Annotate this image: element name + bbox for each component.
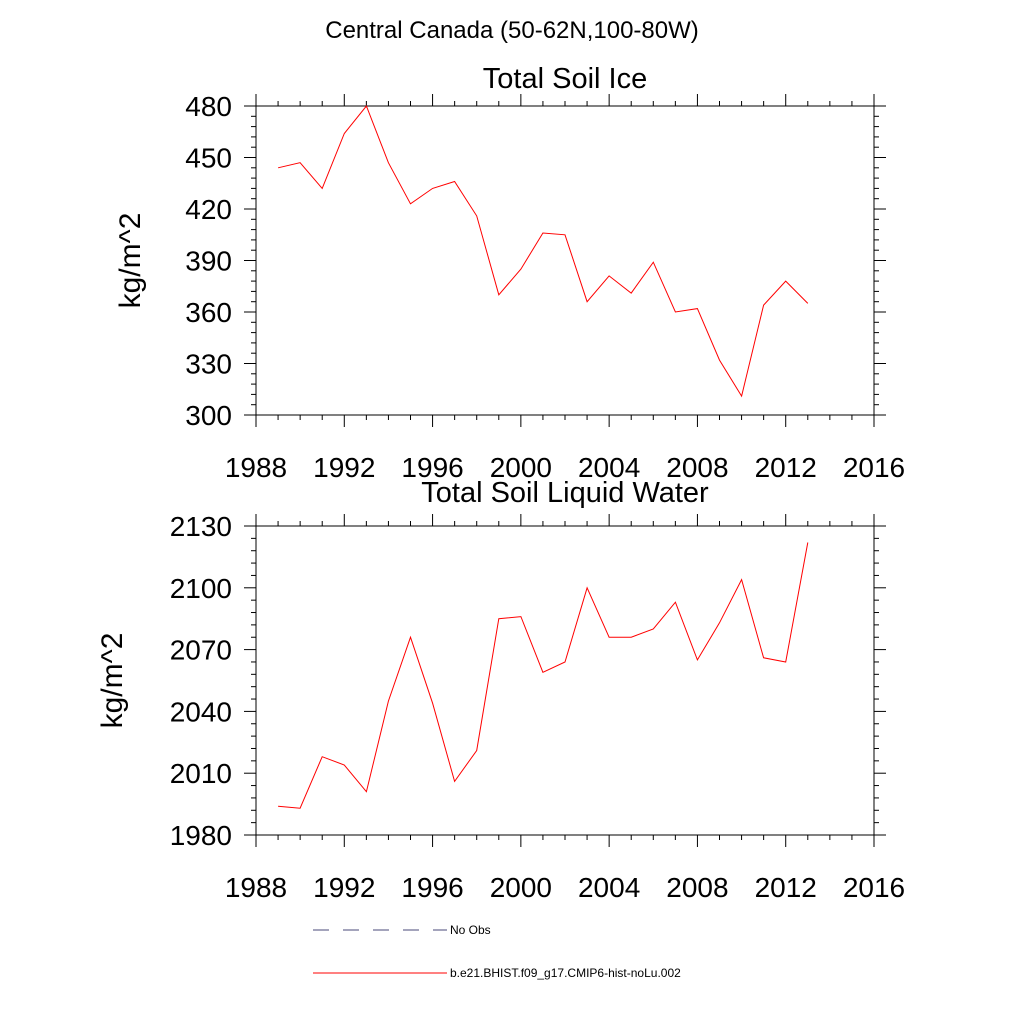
- x-tick-label: 2016: [843, 872, 905, 903]
- plot-frame: [255, 105, 875, 416]
- x-tick-label: 1988: [225, 872, 287, 903]
- x-tick-label: 2012: [755, 872, 817, 903]
- y-tick-label: 330: [185, 349, 232, 380]
- series-line-1: [278, 542, 809, 809]
- x-tick-label: 2000: [490, 872, 552, 903]
- x-tick-label: 2008: [666, 872, 728, 903]
- chart-title: Total Soil Ice: [483, 63, 647, 95]
- legend-item: b.e21.BHIST.f09_g17.CMIP6-hist-noLu.002: [313, 966, 681, 980]
- y-tick-label: 300: [185, 400, 232, 431]
- x-tick-label: 1988: [225, 452, 287, 483]
- plot-frame: [255, 525, 875, 836]
- y-tick-label: 390: [185, 246, 232, 277]
- x-tick-label: 1992: [313, 872, 375, 903]
- y-axis-label: kg/m^2: [114, 213, 147, 309]
- y-tick-label: 2100: [170, 573, 232, 604]
- y-tick-label: 450: [185, 143, 232, 174]
- chart-title: Total Soil Liquid Water: [421, 477, 709, 509]
- legend-item: No Obs: [313, 923, 491, 937]
- y-tick-label: 420: [185, 194, 232, 225]
- y-tick-label: 1980: [170, 820, 232, 851]
- legend: No Obs b.e21.BHIST.f09_g17.CMIP6-hist-noL…: [313, 923, 681, 980]
- y-axis-label: kg/m^2: [96, 633, 129, 729]
- y-tick-label: 360: [185, 297, 232, 328]
- y-tick-label: 2040: [170, 696, 232, 727]
- y-tick-label: 480: [185, 91, 232, 122]
- x-tick-label: 1996: [401, 872, 463, 903]
- x-tick-label: 2012: [755, 452, 817, 483]
- x-tick-label: 2016: [843, 452, 905, 483]
- x-tick-label: 2004: [578, 452, 640, 483]
- legend-label: No Obs: [450, 923, 491, 937]
- x-tick-label: 2000: [490, 452, 552, 483]
- figure-title: Central Canada (50-62N,100-80W): [325, 17, 699, 44]
- y-tick-label: 2130: [170, 511, 232, 542]
- chart-panel-1: Total Soil Ice kg/m^2 1988 1992 1996 2000 2004…: [114, 63, 905, 483]
- x-tick-label: 2008: [666, 452, 728, 483]
- x-tick-label: 2004: [578, 872, 640, 903]
- y-tick-label: 2010: [170, 758, 232, 789]
- legend-label: b.e21.BHIST.f09_g17.CMIP6-hist-noLu.002: [450, 966, 681, 980]
- series-line-1: [277, 105, 809, 398]
- y-tick-label: 2070: [170, 635, 232, 666]
- x-tick-label: 1992: [313, 452, 375, 483]
- x-tick-label: 1996: [401, 452, 463, 483]
- chart-panel-2: Total Soil Liquid Water kg/m^2 1988 1992 199…: [96, 477, 905, 903]
